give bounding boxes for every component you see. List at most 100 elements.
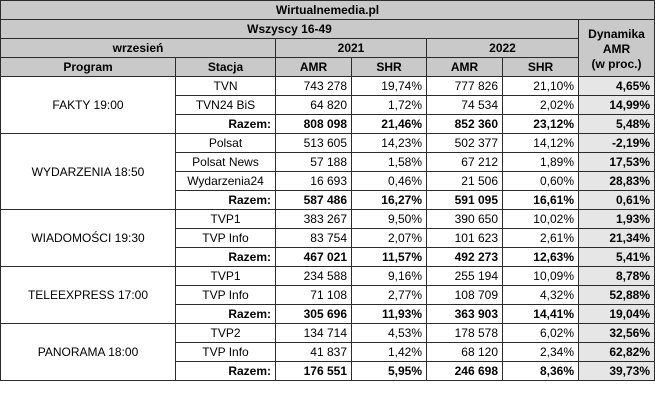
amr-2021-cell: 383 267 [275, 209, 352, 229]
amr-2022-cell: 591 095 [426, 190, 503, 210]
shr-2022-cell: 10,02% [502, 209, 579, 229]
program-column-header: Program [0, 57, 176, 77]
shr-2021-cell: 11,93% [351, 304, 427, 324]
station-cell: Razem: [175, 361, 276, 381]
program-name-cell: TELEEXPRESS 17:00 [0, 266, 176, 324]
dynamics-cell: 5,41% [577, 247, 655, 267]
dynamics-header-line2: AMR [602, 41, 631, 56]
amr-2021-cell: 513 605 [275, 133, 352, 153]
dynamics-cell: 32,56% [577, 323, 655, 343]
amr-2022-cell: 101 623 [426, 228, 503, 248]
shr-2022-cell: 1,89% [502, 152, 579, 172]
amr-2021-cell: 64 820 [275, 95, 352, 115]
shr-2022-cell: 8,36% [502, 361, 579, 381]
dynamics-cell: -2,19% [577, 133, 655, 153]
station-cell: Razem: [175, 304, 276, 324]
shr-2022-cell: 2,61% [502, 228, 579, 248]
program-name-cell: WIADOMOŚCI 19:30 [0, 209, 176, 267]
station-cell: Polsat News [175, 152, 276, 172]
amr-2021-cell: 176 551 [275, 361, 352, 381]
shr-2021-cell: 11,57% [351, 247, 427, 267]
amr-2022-cell: 68 120 [426, 342, 503, 362]
shr-2021-cell: 19,74% [351, 76, 427, 96]
program-name-cell: FAKTY 19:00 [0, 76, 176, 134]
station-cell: TVN [175, 76, 276, 96]
dynamics-cell: 19,04% [577, 304, 655, 324]
shr-2022-cell: 21,10% [502, 76, 579, 96]
station-cell: TVP Info [175, 228, 276, 248]
shr-2021-cell: 0,46% [351, 171, 427, 191]
dynamics-cell: 14,99% [577, 95, 655, 115]
amr-2021-header: AMR [275, 57, 352, 77]
shr-2022-cell: 12,63% [502, 247, 579, 267]
amr-2022-cell: 852 360 [426, 114, 503, 134]
year-2022-header: 2022 [426, 38, 579, 58]
amr-2022-cell: 178 578 [426, 323, 503, 343]
amr-2021-cell: 305 696 [275, 304, 352, 324]
amr-2022-cell: 74 534 [426, 95, 503, 115]
amr-2022-header: AMR [426, 57, 503, 77]
station-cell: Razem: [175, 114, 276, 134]
dynamics-cell: 8,78% [577, 266, 655, 286]
station-cell: TVP Info [175, 342, 276, 362]
dynamics-header-line1: Dynamika [588, 26, 645, 41]
shr-2021-cell: 16,27% [351, 190, 427, 210]
shr-2022-cell: 10,09% [502, 266, 579, 286]
program-name-cell: WYDARZENIA 18:50 [0, 133, 176, 210]
dynamics-cell: 21,34% [577, 228, 655, 248]
year-2021-header: 2021 [275, 38, 427, 58]
dynamics-cell: 1,93% [577, 209, 655, 229]
amr-2022-cell: 255 194 [426, 266, 503, 286]
month-header: wrzesień [0, 38, 276, 58]
dynamics-cell: 17,53% [577, 152, 655, 172]
table-body: FAKTY 19:00 TVN 743 278 19,74% 777 826 21,10%… [0, 76, 655, 381]
station-cell: TVP1 [175, 266, 276, 286]
amr-2022-cell: 502 377 [426, 133, 503, 153]
amr-2021-cell: 134 714 [275, 323, 352, 343]
shr-2021-cell: 9,50% [351, 209, 427, 229]
amr-2021-cell: 16 693 [275, 171, 352, 191]
shr-2021-cell: 4,53% [351, 323, 427, 343]
amr-2021-cell: 41 837 [275, 342, 352, 362]
table-row: WYDARZENIA 18:50 Polsat 513 605 14,23% 502 3… [0, 133, 655, 210]
amr-2021-cell: 83 754 [275, 228, 352, 248]
site-title: Wirtualnemedia.pl [0, 0, 655, 20]
shr-2021-header: SHR [351, 57, 427, 77]
amr-2021-cell: 587 486 [275, 190, 352, 210]
table-row: FAKTY 19:00 TVN 743 278 19,74% 777 826 21,10%… [0, 76, 655, 134]
station-cell: TVN24 BiS [175, 95, 276, 115]
amr-2022-cell: 67 212 [426, 152, 503, 172]
table-row: TVP Info 41 837 1,42% 68 120 2,34% 62,82% [1, 342, 655, 362]
table-row: Wydarzenia24 16 693 0,46% 21 506 0,60% 28,83% [1, 171, 655, 191]
table-row: TVP Info 83 754 2,07% 101 623 2,61% 21,34% [1, 228, 655, 248]
station-cell: TVP Info [175, 285, 276, 305]
amr-2022-cell: 390 650 [426, 209, 503, 229]
shr-2021-cell: 1,42% [351, 342, 427, 362]
shr-2022-cell: 14,12% [502, 133, 579, 153]
table-row: PANORAMA 18:00 TVP2 134 714 4,53% 178 578 6,0… [0, 323, 655, 381]
amr-2022-cell: 246 698 [426, 361, 503, 381]
dynamics-cell: 28,83% [577, 171, 655, 191]
station-cell: Polsat [175, 133, 276, 153]
shr-2021-cell: 1,72% [351, 95, 427, 115]
station-cell: Razem: [175, 190, 276, 210]
shr-2022-cell: 23,12% [502, 114, 579, 134]
amr-2021-cell: 467 021 [275, 247, 352, 267]
program-name-cell: PANORAMA 18:00 [0, 323, 176, 381]
dynamics-cell: 62,82% [577, 342, 655, 362]
dynamics-cell: 0,61% [577, 190, 655, 210]
shr-2022-header: SHR [502, 57, 579, 77]
station-cell: TVP1 [175, 209, 276, 229]
dynamics-header: Dynamika AMR (w proc.) [577, 19, 655, 77]
amr-2021-cell: 234 588 [275, 266, 352, 286]
audience-group: Wszyscy 16-49 [0, 19, 579, 39]
shr-2022-cell: 0,60% [502, 171, 579, 191]
station-cell: TVP2 [175, 323, 276, 343]
amr-2021-cell: 71 108 [275, 285, 352, 305]
shr-2021-cell: 14,23% [351, 133, 427, 153]
dynamics-cell: 52,88% [577, 285, 655, 305]
table-row: Razem: 176 551 5,95% 246 698 8,36% 39,73% [1, 361, 655, 381]
table-row: TVN24 BiS 64 820 1,72% 74 534 2,02% 14,99% [1, 95, 655, 115]
shr-2022-cell: 16,61% [502, 190, 579, 210]
station-column-header: Stacja [175, 57, 276, 77]
